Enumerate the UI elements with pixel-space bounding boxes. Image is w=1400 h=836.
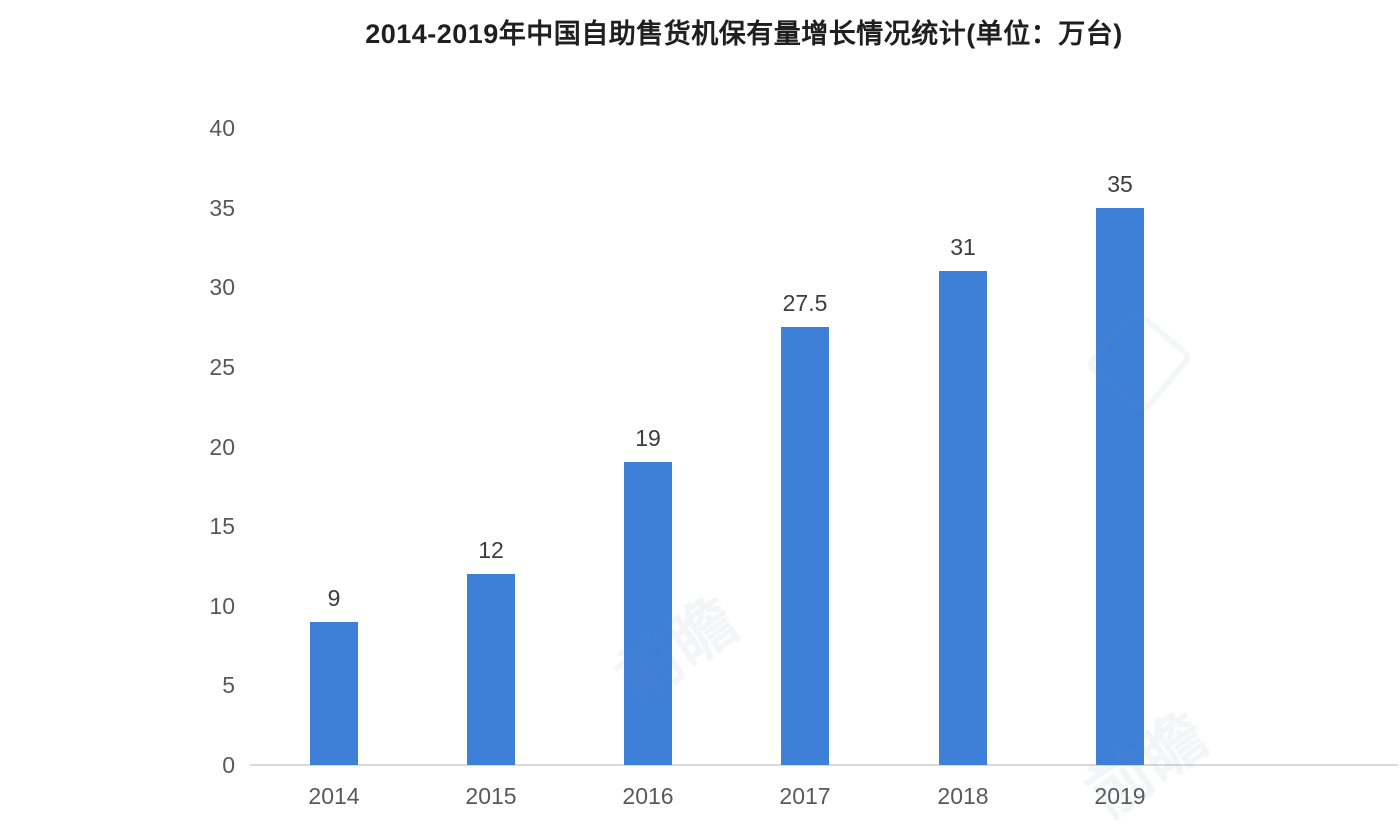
- x-tick-label: 2019: [1094, 783, 1146, 809]
- y-tick-label: 25: [209, 353, 235, 380]
- bar-value-label: 27.5: [782, 290, 828, 317]
- x-tick-label: 2015: [465, 783, 517, 809]
- y-tick-label: 40: [209, 115, 235, 141]
- y-tick-label: 35: [209, 194, 235, 221]
- x-tick-label: 2014: [308, 783, 360, 809]
- y-tick-label: 10: [209, 592, 235, 619]
- y-tick-label: 0: [222, 752, 235, 778]
- bar-value-label: 19: [635, 425, 661, 452]
- bar-2015: [467, 573, 515, 765]
- bar-value-label: 9: [327, 584, 341, 611]
- bar-2019: [1096, 207, 1144, 765]
- watermark-text: 前瞻: [603, 583, 750, 717]
- x-tick-label: 2017: [779, 783, 831, 809]
- bar-2018: [939, 271, 987, 765]
- y-tick-label: 30: [209, 274, 235, 301]
- x-axis-line: [250, 764, 1398, 766]
- bar-2017: [781, 327, 829, 765]
- y-tick-label: 15: [209, 513, 235, 540]
- bar-value-label: 31: [950, 234, 976, 261]
- y-tick-label: 5: [222, 672, 235, 699]
- bar-value-label: 35: [1107, 170, 1133, 197]
- bar-value-label: 12: [478, 536, 504, 563]
- watermark-text: 前瞻: [1073, 698, 1220, 832]
- bar-2016: [624, 462, 672, 765]
- bar-2014: [310, 621, 358, 765]
- x-tick-label: 2016: [622, 783, 674, 809]
- chart-title: 2014-2019年中国自助售货机保有量增长情况统计(单位：万台): [365, 19, 1123, 49]
- y-tick-label: 20: [209, 433, 235, 460]
- x-tick-label: 2018: [937, 783, 989, 809]
